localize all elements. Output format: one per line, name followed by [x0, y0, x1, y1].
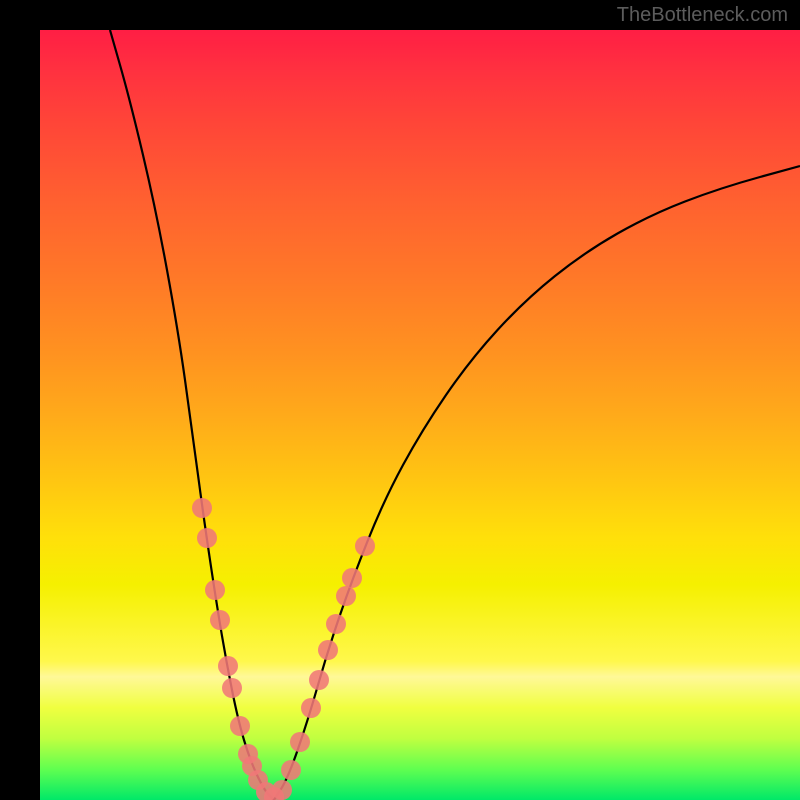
- chart-svg: [40, 30, 800, 800]
- data-marker: [230, 716, 250, 736]
- curve-left: [110, 30, 274, 800]
- curve-right: [274, 166, 800, 800]
- data-marker: [218, 656, 238, 676]
- data-marker: [272, 780, 292, 800]
- attribution-text: TheBottleneck.com: [617, 4, 788, 27]
- chart-plot-area: [40, 30, 800, 800]
- data-marker: [336, 586, 356, 606]
- data-marker: [318, 640, 338, 660]
- data-marker: [309, 670, 329, 690]
- data-marker: [205, 580, 225, 600]
- data-marker: [210, 610, 230, 630]
- data-marker: [290, 732, 310, 752]
- data-marker: [281, 760, 301, 780]
- data-markers: [192, 498, 375, 800]
- data-marker: [301, 698, 321, 718]
- data-marker: [222, 678, 242, 698]
- data-marker: [197, 528, 217, 548]
- data-marker: [326, 614, 346, 634]
- data-marker: [342, 568, 362, 588]
- data-marker: [355, 536, 375, 556]
- data-marker: [192, 498, 212, 518]
